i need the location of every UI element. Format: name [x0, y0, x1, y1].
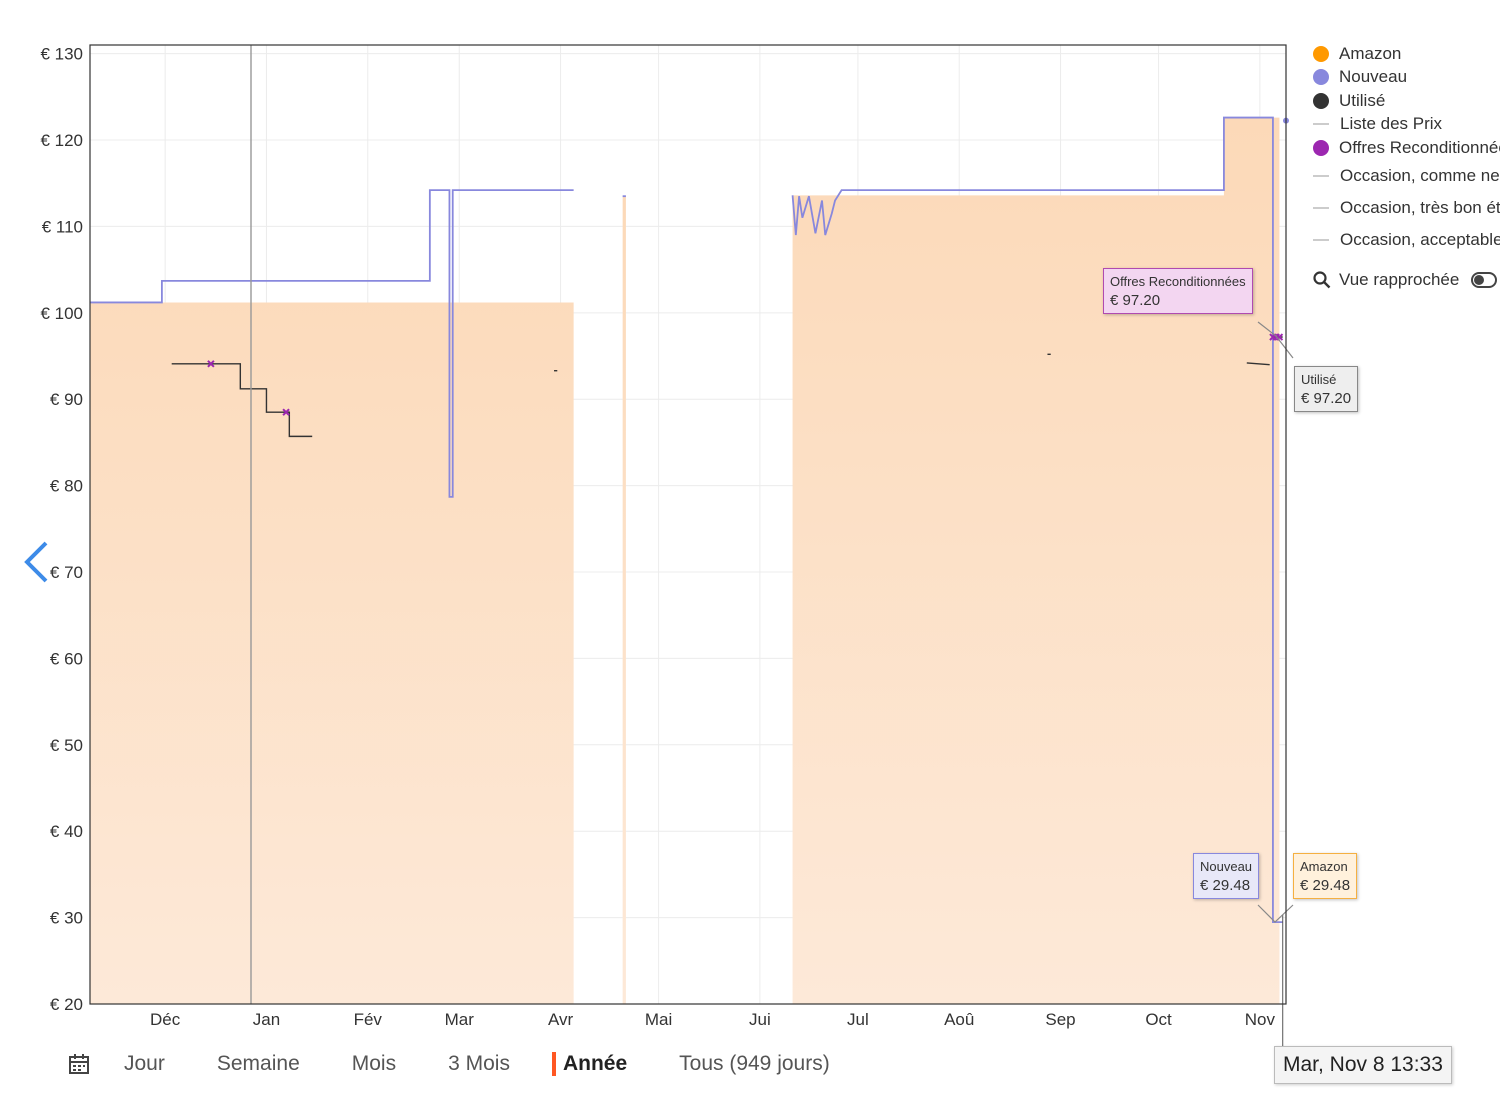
- y-tick-label: € 70: [50, 563, 83, 582]
- y-tick-label: € 100: [40, 304, 83, 323]
- x-tick-label: Jan: [253, 1010, 280, 1029]
- closeup-label: Vue rapprochée: [1339, 270, 1460, 289]
- tooltip-value: € 97.20: [1110, 292, 1161, 309]
- legend-item[interactable]: Liste des Prix: [1310, 113, 1500, 137]
- legend-label: Occasion, acceptable: [1340, 229, 1500, 249]
- x-tick-label: Mar: [445, 1010, 475, 1029]
- legend-item[interactable]: Occasion, acceptable: [1310, 224, 1500, 256]
- tooltip-series-name: Utilisé: [1301, 372, 1337, 387]
- y-tick-label: € 50: [50, 736, 83, 755]
- range-3-mois[interactable]: 3 Mois: [448, 1052, 510, 1075]
- reconditionnees-marker: [207, 360, 215, 368]
- legend-label: Utilisé: [1339, 90, 1386, 110]
- legend-swatch: [1313, 174, 1329, 177]
- tooltip-reconditionnees: Offres Reconditionnées € 97.20: [1103, 268, 1253, 314]
- amazon-price-area: [622, 196, 626, 1004]
- range-semaine[interactable]: Semaine: [216, 1052, 300, 1075]
- nouveau-price-line: [90, 189, 574, 498]
- y-tick-label: € 120: [40, 131, 83, 150]
- x-tick-label: Sep: [1045, 1010, 1075, 1029]
- date-tooltip: Mar, Nov 8 13:33: [1274, 1046, 1452, 1084]
- x-tick-label: Avr: [548, 1010, 574, 1029]
- tooltip-series-name: Offres Reconditionnées: [1110, 274, 1246, 289]
- chevron-left-icon[interactable]: [22, 540, 50, 589]
- tooltip-pointer: [1257, 904, 1294, 923]
- y-tick-label: € 40: [50, 822, 83, 841]
- nouveau-price-line: [791, 116, 1283, 923]
- y-tick-label: € 20: [50, 995, 83, 1014]
- legend-item[interactable]: Occasion, très bon état: [1310, 192, 1500, 224]
- x-tick-label: Jui: [749, 1010, 771, 1029]
- tooltip-value: € 97.20: [1301, 390, 1352, 407]
- reconditionnees-marker: [282, 408, 290, 416]
- y-tick-label: € 60: [50, 649, 83, 668]
- tooltip-value: € 29.48: [1200, 877, 1251, 894]
- amazon-price-area: [792, 117, 1280, 1004]
- legend-label: Nouveau: [1339, 67, 1408, 87]
- tooltip-nouveau: Nouveau € 29.48: [1193, 853, 1260, 899]
- y-tick-label: € 110: [42, 217, 83, 236]
- range-selector: Jour Semaine Mois 3 Mois Année Tous (949…: [68, 1052, 830, 1076]
- legend-swatch: [1313, 206, 1329, 209]
- x-tick-label: Jul: [847, 1010, 869, 1029]
- legend-swatch: [1313, 139, 1329, 156]
- amazon-price-area: [90, 190, 574, 1005]
- range-mois[interactable]: Mois: [351, 1052, 397, 1075]
- tooltip-utilise: Utilisé € 97.20: [1294, 366, 1359, 412]
- toggle-switch[interactable]: [1471, 272, 1498, 288]
- legend-swatch: [1313, 238, 1329, 241]
- x-tick-label: Oct: [1145, 1010, 1172, 1029]
- utilise-price-line: [171, 363, 313, 438]
- x-tick-label: Aoû: [944, 1010, 974, 1029]
- legend-swatch: [1313, 45, 1329, 62]
- legend-swatch: [1313, 123, 1329, 126]
- range-annee[interactable]: Année: [551, 1052, 627, 1076]
- y-tick-label: € 30: [50, 909, 83, 928]
- tooltip-series-name: Amazon: [1300, 859, 1348, 874]
- utilise-price-line: [1246, 362, 1270, 366]
- tooltip-series-name: Nouveau: [1200, 859, 1253, 874]
- range-tous[interactable]: Tous (949 jours): [679, 1052, 830, 1075]
- legend-label: Amazon: [1339, 43, 1402, 63]
- x-tick-label: Nov: [1245, 1010, 1276, 1029]
- legend-item[interactable]: Amazon: [1310, 42, 1500, 66]
- legend-item[interactable]: Occasion, comme neuf: [1310, 160, 1500, 192]
- legend-label: Liste des Prix: [1340, 114, 1443, 134]
- legend-item[interactable]: Offres Reconditionnées: [1310, 136, 1500, 160]
- calendar-icon[interactable]: [68, 1053, 90, 1075]
- reconditionnees-marker: [1275, 333, 1284, 341]
- plot-border: [89, 44, 1287, 1005]
- search-icon: [1313, 271, 1331, 289]
- tooltip-pointer: [1257, 321, 1294, 359]
- legend-label: Offres Reconditionnées: [1339, 137, 1500, 157]
- range-jour[interactable]: Jour: [124, 1052, 165, 1075]
- chart-legend: Amazon Nouveau Utilisé Liste des Prix Offres…: [1310, 42, 1500, 256]
- legend-swatch: [1313, 92, 1329, 109]
- tooltip-amazon: Amazon € 29.48: [1293, 853, 1358, 899]
- legend-label: Occasion, très bon état: [1340, 197, 1500, 217]
- y-tick-label: € 80: [50, 477, 83, 496]
- tooltip-value: € 29.48: [1300, 877, 1351, 894]
- y-tick-label: € 90: [50, 390, 83, 409]
- legend-label: Occasion, comme neuf: [1340, 165, 1500, 185]
- x-tick-label: Déc: [150, 1010, 181, 1029]
- legend-item[interactable]: Utilisé: [1310, 89, 1500, 113]
- x-tick-label: Mai: [645, 1010, 672, 1029]
- x-tick-label: Fév: [354, 1010, 383, 1029]
- y-tick-label: € 130: [40, 45, 83, 64]
- legend-swatch: [1313, 69, 1329, 86]
- closeup-toggle[interactable]: Vue rapprochée: [1310, 270, 1500, 290]
- legend-item[interactable]: Nouveau: [1310, 66, 1500, 90]
